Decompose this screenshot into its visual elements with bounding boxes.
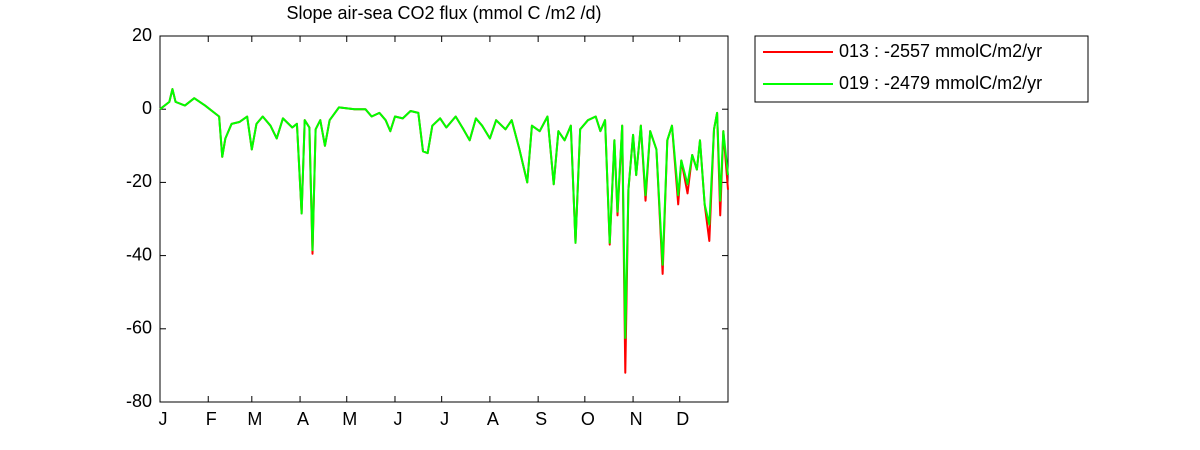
x-tick-label: J <box>159 409 168 429</box>
x-tick-label: A <box>297 409 309 429</box>
x-tick-label: O <box>581 409 595 429</box>
chart-title: Slope air-sea CO2 flux (mmol C /m2 /d) <box>286 3 601 23</box>
legend-label: 013 : -2557 mmolC/m2/yr <box>839 41 1042 61</box>
legend-box <box>754 35 1089 103</box>
x-tick-label: M <box>342 409 357 429</box>
y-tick-label: -60 <box>126 318 152 338</box>
x-tick-label: J <box>393 409 402 429</box>
y-tick-label: -20 <box>126 171 152 191</box>
y-tick-label: -80 <box>126 391 152 411</box>
x-tick-label: N <box>630 409 643 429</box>
x-tick-label: A <box>487 409 499 429</box>
x-tick-label: S <box>535 409 547 429</box>
x-tick-label: M <box>247 409 262 429</box>
legend-label: 019 : -2479 mmolC/m2/yr <box>839 73 1042 93</box>
x-tick-label: J <box>440 409 449 429</box>
data-line <box>159 88 729 339</box>
y-tick-label: 0 <box>142 98 152 118</box>
x-tick-label: D <box>676 409 689 429</box>
x-tick-label: F <box>206 409 217 429</box>
y-tick-label: -40 <box>126 244 152 264</box>
plot-area <box>159 35 729 403</box>
y-tick-label: 20 <box>132 25 152 45</box>
